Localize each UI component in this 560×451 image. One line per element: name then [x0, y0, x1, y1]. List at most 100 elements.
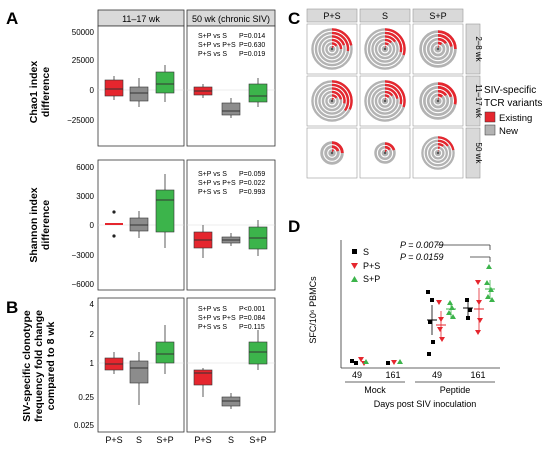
fc-ylabel-1: SIV-specific clonotype [21, 310, 33, 422]
row-label: 2–8 wk [474, 36, 483, 62]
stat-label: S+P vs S [198, 306, 227, 313]
legend-marker-s-p [351, 276, 358, 282]
shannon-tick-label: −6000 [72, 280, 95, 289]
point-s [465, 298, 469, 302]
stat-label: S+P vs P+S [198, 315, 236, 322]
x-category: P+S [105, 435, 122, 445]
legend-swatch-existing [484, 111, 496, 123]
legend-label-existing: Existing [499, 113, 532, 124]
row-label: 50 wk [474, 143, 483, 165]
chao1-tick-label: −25000 [67, 116, 94, 125]
chao1-row: Chao1 index difference 50000 25000 0 −25… [28, 25, 276, 147]
point-p-s [358, 357, 364, 362]
point-s-p [486, 264, 492, 269]
box-s-p [248, 341, 268, 365]
chao1-ylabel-2: difference [40, 67, 52, 117]
panel-d-plot: SFC/10⁶ PBMCs 49 161 49 161 Mock Peptide… [308, 240, 500, 409]
panel-d-letter: D [288, 217, 300, 236]
point-s-p [446, 310, 452, 315]
day-label: 49 [352, 370, 362, 380]
ring-existing [331, 42, 338, 47]
ring-existing [437, 30, 457, 50]
pval-label-1: P = 0.0079 [400, 240, 443, 250]
legend-marker-p-s [351, 263, 358, 269]
stat-label: P+S vs S [198, 51, 227, 58]
stat-label: S+P vs P+S [198, 180, 236, 187]
fc-tick-label: 0.025 [74, 421, 95, 430]
fold-change-row: SIV-specific clonotype frequency fold ch… [21, 297, 276, 445]
ring-existing [331, 90, 343, 100]
legend-label-s-p: S+P [363, 274, 380, 284]
point-s [468, 308, 472, 312]
facet-label-1: 11–17 wk [122, 14, 160, 24]
ring-center [330, 47, 334, 51]
legend-marker-s [352, 249, 357, 254]
facet-label-2: 50 wk (chronic SIV) [192, 14, 270, 24]
d-ylabel: SFC/10⁶ PBMCs [308, 276, 318, 344]
ring-existing [384, 83, 403, 105]
stat-label: S+P vs S [198, 33, 227, 40]
ring-existing [437, 89, 448, 97]
x-category: S+P [249, 435, 266, 445]
point-s-p [397, 359, 403, 364]
legend-label-new: New [499, 126, 518, 137]
point-s [426, 290, 430, 294]
box-s [129, 86, 149, 102]
row-strip [465, 127, 481, 179]
ring-existing [384, 87, 399, 99]
fc-tick-label: 4 [90, 300, 95, 309]
box-s [129, 360, 149, 384]
outlier [112, 234, 116, 238]
point-p-s [477, 318, 483, 323]
ring-existing [384, 145, 391, 151]
point-s [354, 361, 358, 365]
point-s-p [484, 280, 490, 285]
shannon-tick-label: 3000 [76, 192, 94, 201]
ring-existing [437, 93, 444, 98]
stat-label: P+S vs S [198, 189, 227, 196]
point-p-s [475, 330, 481, 335]
chao1-tick-label: 50000 [72, 28, 95, 37]
ring-charts [311, 28, 457, 170]
ring-existing [331, 145, 340, 152]
stat-pval: P=0.059 [239, 171, 265, 178]
fc-ylabel-3: compared to 8 wk [45, 322, 57, 411]
ring-existing [331, 87, 346, 104]
point-p-s [439, 337, 445, 342]
day-label: 161 [470, 370, 485, 380]
row-label: 11–17 wk [474, 84, 483, 119]
shannon-ylabel-1: Shannon index [28, 187, 40, 262]
row-strip [465, 23, 481, 75]
col-label: S [382, 11, 388, 21]
legend-swatch-new [484, 124, 496, 136]
ring-center [330, 151, 334, 155]
stat-pval: P=0.022 [239, 180, 265, 187]
stat-pval: P=0.019 [239, 51, 265, 58]
panel-c-grid: P+S S S+P 2–8 wk 11–17 wk 50 wk SIV-spec… [306, 8, 542, 179]
ring-existing [331, 28, 353, 46]
stat-label: S+P vs P+S [198, 42, 236, 49]
stat-pval: P=0.014 [239, 33, 265, 40]
box-s-p [155, 71, 175, 94]
x-category: S [136, 435, 142, 445]
point-s-p [485, 294, 491, 299]
point-p-s [391, 360, 397, 365]
legend-title-2: TCR variants [484, 98, 542, 109]
ring-existing [331, 35, 346, 46]
panel-c-letter: C [288, 9, 300, 28]
ring-existing [437, 37, 448, 45]
ring-existing [331, 38, 343, 50]
shannon-tick-label: 0 [90, 221, 95, 230]
group-label-mock: Mock [364, 385, 386, 395]
ring-existing [437, 41, 443, 46]
stat-pval: P=0.993 [239, 189, 265, 196]
ring-center [383, 47, 387, 51]
fc-tick-label: 2 [90, 330, 95, 339]
ring-existing [384, 94, 390, 98]
shannon-ylabel-2: difference [40, 200, 52, 250]
box-p-s [193, 369, 213, 386]
ring-existing [331, 141, 344, 154]
chao1-tick-label: 0 [90, 86, 95, 95]
stat-pval: P=0.630 [239, 42, 265, 49]
